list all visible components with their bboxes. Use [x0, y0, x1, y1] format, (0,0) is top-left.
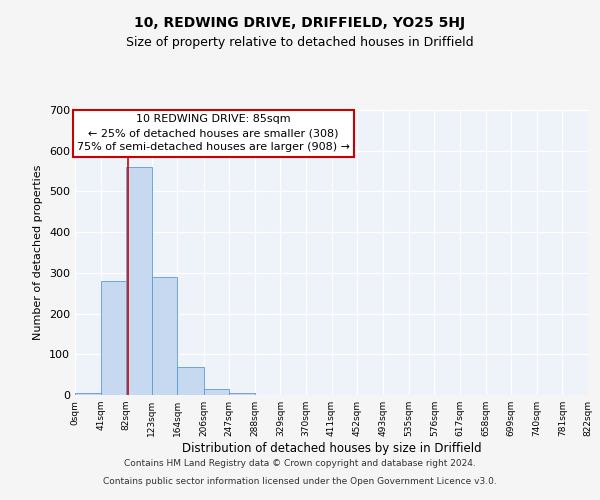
Bar [75, 393, 101, 395]
Bar [203, 389, 229, 395]
Text: Size of property relative to detached houses in Driffield: Size of property relative to detached ho… [126, 36, 474, 49]
Bar [152, 277, 178, 395]
Text: 10, REDWING DRIVE, DRIFFIELD, YO25 5HJ: 10, REDWING DRIVE, DRIFFIELD, YO25 5HJ [134, 16, 466, 30]
Bar [178, 368, 203, 395]
Bar [126, 167, 152, 395]
Bar [101, 281, 126, 395]
Y-axis label: Number of detached properties: Number of detached properties [34, 165, 43, 340]
X-axis label: Distribution of detached houses by size in Driffield: Distribution of detached houses by size … [182, 442, 481, 455]
Text: Contains HM Land Registry data © Crown copyright and database right 2024.: Contains HM Land Registry data © Crown c… [124, 460, 476, 468]
Text: 10 REDWING DRIVE: 85sqm
← 25% of detached houses are smaller (308)
75% of semi-d: 10 REDWING DRIVE: 85sqm ← 25% of detache… [77, 114, 350, 152]
Bar [229, 393, 255, 395]
Text: Contains public sector information licensed under the Open Government Licence v3: Contains public sector information licen… [103, 476, 497, 486]
